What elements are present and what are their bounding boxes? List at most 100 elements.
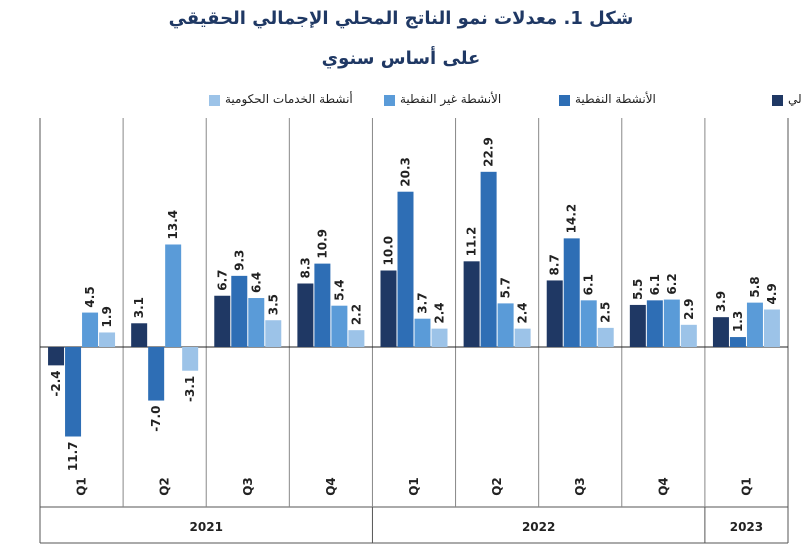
quarter-label: Q1 (407, 477, 421, 496)
quarter-label: Q2 (490, 477, 504, 496)
bar (746, 302, 763, 347)
value-label: -2.4 (49, 370, 63, 396)
value-label: 13.4 (166, 210, 180, 240)
value-label: 3.5 (266, 294, 280, 315)
value-label: 8.7 (548, 254, 562, 275)
legend-label: الأنشطة النفطية (575, 91, 656, 106)
quarter-label: Q1 (75, 477, 89, 496)
value-label: 10.0 (382, 236, 396, 266)
value-label: 1.3 (731, 311, 745, 332)
year-label: 2023 (730, 520, 763, 534)
value-label: 2.2 (349, 304, 363, 325)
year-label: 2022 (522, 520, 555, 534)
value-label: 11.2 (465, 227, 479, 257)
bar (597, 327, 614, 347)
bar (131, 323, 148, 347)
bar (148, 347, 165, 401)
bar (497, 303, 514, 347)
bar (265, 320, 282, 347)
value-label: 6.7 (215, 269, 229, 290)
value-label: -7.0 (149, 406, 163, 432)
value-label: -3.1 (183, 376, 197, 402)
bar (380, 270, 397, 347)
value-label: 8.3 (298, 257, 312, 278)
value-label: 5.8 (748, 276, 762, 297)
bar (729, 337, 746, 347)
bar (763, 309, 780, 347)
value-label: 3.9 (714, 291, 728, 312)
value-label: 1.9 (100, 306, 114, 327)
bar (431, 328, 448, 347)
chart-frame (39, 118, 789, 544)
legend-label: الناتج المحلي الإجمالي (788, 92, 802, 106)
legend-swatch (209, 95, 220, 106)
bar (331, 305, 348, 347)
value-label: 5.4 (332, 279, 346, 300)
bar (99, 332, 116, 347)
bar (546, 280, 563, 347)
value-label: 2.5 (599, 302, 613, 323)
bar (480, 171, 497, 347)
value-label: 5.5 (631, 279, 645, 300)
value-label: 4.9 (765, 283, 779, 304)
value-label: 2.9 (682, 299, 696, 320)
legend-swatch (559, 95, 570, 106)
value-label: 3.1 (132, 297, 146, 318)
bar (82, 312, 99, 347)
legend-swatch (384, 95, 395, 106)
value-label: 9.3 (232, 250, 246, 271)
value-label: 22.9 (482, 137, 496, 167)
legend-label: أنشطة الخدمات الحكومية (225, 91, 353, 107)
quarter-label: Q2 (158, 477, 172, 496)
value-label: 6.1 (648, 274, 662, 295)
bar (182, 347, 199, 371)
value-label: 14.2 (565, 204, 579, 234)
bar (248, 298, 265, 347)
bar (348, 330, 365, 347)
bar (314, 263, 331, 347)
bar (663, 299, 680, 347)
bar (514, 328, 531, 347)
value-label: 6.4 (249, 272, 263, 293)
quarter-label: Q3 (573, 477, 587, 496)
value-label: 10.9 (315, 229, 329, 259)
bar (646, 300, 663, 347)
value-label: 2.4 (516, 302, 530, 323)
bar (65, 347, 82, 437)
bar (214, 295, 231, 347)
chart-value-labels: -2.411.74.51.9 3.1-7.013.4-3.16.79.36.43.… (49, 137, 779, 471)
value-label: 6.2 (665, 273, 679, 294)
legend-swatch (772, 95, 783, 106)
chart-x-axis: 2021 2022 2023 Q1 Q2 Q3 Q4 Q1 Q2 Q3 Q4 Q1 (75, 477, 764, 534)
year-label: 2021 (190, 520, 223, 534)
bar (165, 244, 182, 347)
bar (48, 347, 65, 366)
value-label: 2.4 (433, 302, 447, 323)
bar (397, 191, 414, 347)
chart-subtitle: على أساس سنوي (321, 48, 481, 69)
quarter-label: Q4 (656, 477, 670, 496)
bar (297, 283, 314, 347)
bar (629, 304, 646, 347)
bar (680, 324, 697, 347)
value-label: 4.5 (83, 286, 97, 307)
chart-title: شكل 1. معدلات نمو الناتج المحلي الإجمالي… (168, 8, 634, 29)
quarter-label: Q1 (739, 477, 753, 496)
value-label: 6.1 (582, 274, 596, 295)
chart-bars (48, 171, 780, 437)
chart-legend: الناتج المحلي الإجمالي الأنشطة النفطية الأ… (209, 91, 802, 107)
value-label: 5.7 (499, 277, 513, 298)
bar (580, 300, 597, 347)
bar (231, 275, 248, 347)
bar (414, 318, 431, 347)
value-label: 20.3 (399, 157, 413, 187)
value-label: 3.7 (416, 292, 430, 313)
legend-label: الأنشطة غير النفطية (400, 91, 501, 107)
quarter-label: Q4 (324, 477, 338, 496)
bar (563, 238, 580, 347)
bar (463, 261, 480, 347)
value-label: 11.7 (66, 442, 80, 472)
quarter-label: Q3 (241, 477, 255, 496)
bar (712, 317, 729, 347)
